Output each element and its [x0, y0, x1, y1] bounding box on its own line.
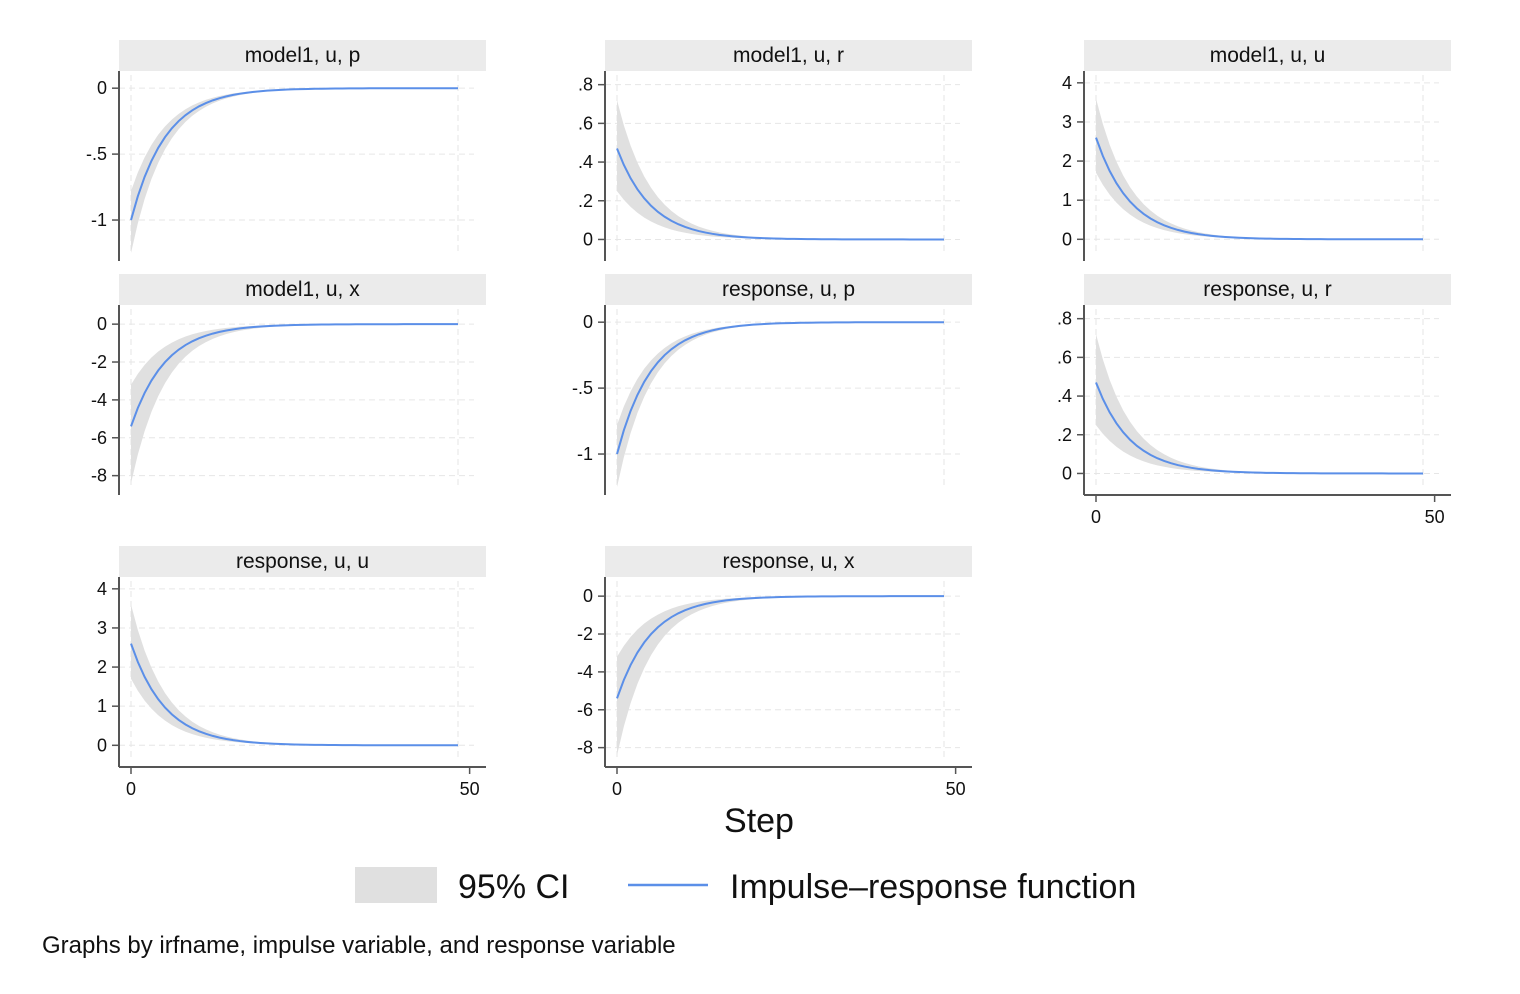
y-tick-label: 1: [97, 696, 107, 716]
x-tick-label: 0: [1091, 507, 1101, 527]
legend-ci-swatch: [355, 867, 437, 903]
ci-band: [131, 88, 458, 253]
y-tick-label: 0: [1062, 229, 1072, 249]
x-tick-label: 0: [612, 779, 622, 799]
y-tick-label: -8: [91, 466, 107, 486]
y-tick-label: 0: [97, 314, 107, 334]
panel-strip: [1084, 274, 1451, 305]
y-tick-label: .4: [578, 152, 593, 172]
irf-line: [130, 87, 459, 221]
panel-title: response, u, x: [723, 550, 855, 573]
y-tick-label: 3: [97, 618, 107, 638]
y-tick-label: 0: [583, 586, 593, 606]
y-tick-label: .4: [1057, 386, 1072, 406]
panel-strip: [119, 274, 486, 305]
y-tick-label: 4: [97, 579, 107, 599]
panel-title: model1, u, x: [245, 278, 360, 301]
panel-strip: [605, 546, 972, 577]
y-tick-label: -1: [577, 444, 593, 464]
panel-3: model1, u, u 4 3 2 1 0: [1062, 40, 1451, 261]
y-tick-label: -8: [577, 738, 593, 758]
y-tick-label: 0: [583, 312, 593, 332]
y-tick-label: -2: [577, 624, 593, 644]
panel-title: response, u, p: [722, 278, 855, 301]
y-tick-label: 4: [1062, 73, 1072, 93]
y-tick-label: -1: [91, 210, 107, 230]
panel-title: response, u, u: [236, 550, 369, 573]
panel-title: model1, u, p: [245, 44, 361, 67]
y-tick-label: -2: [91, 352, 107, 372]
y-tick-label: 0: [97, 78, 107, 98]
legend-ci-label: 95% CI: [458, 868, 570, 906]
y-tick-label: -6: [91, 428, 107, 448]
panel-2: model1, u, r .8 .6 .4 .2 0: [578, 40, 972, 261]
panel-8: response, u, x 0 -2 -4 -6 -8 0 50: [577, 546, 972, 799]
panel-strip: [119, 40, 486, 71]
y-tick-label: 0: [97, 735, 107, 755]
x-tick-label: 0: [126, 779, 136, 799]
panel-strip: [119, 546, 486, 577]
y-tick-label: .6: [578, 113, 593, 133]
panel-1: model1, u, p 0 -.5 -1: [86, 40, 486, 261]
y-tick-label: -4: [577, 662, 593, 682]
y-tick-label: .8: [1057, 309, 1072, 329]
irf-line: [1095, 382, 1424, 475]
graph-note: Graphs by irfname, impulse variable, and…: [42, 932, 676, 959]
y-tick-label: 2: [1062, 151, 1072, 171]
y-tick-label: -6: [577, 700, 593, 720]
y-tick-label: 1: [1062, 190, 1072, 210]
y-tick-label: -.5: [572, 378, 593, 398]
x-tick-label: 50: [1425, 507, 1445, 527]
legend: 95% CI Impulse–response function: [355, 867, 1136, 906]
panel-7: response, u, u 4 3 2 1 0 0 50: [97, 546, 486, 799]
y-tick-label: .6: [1057, 347, 1072, 367]
irf-line: [130, 643, 459, 747]
y-tick-label: -4: [91, 390, 107, 410]
x-axis-title: Step: [724, 802, 794, 840]
irf-line: [616, 595, 945, 699]
y-tick-label: .2: [578, 191, 593, 211]
irf-line: [616, 321, 945, 455]
panel-6: response, u, r .8 .6 .4 .2 0 0 50: [1057, 274, 1451, 527]
panel-strip: [605, 274, 972, 305]
panel-strip: [605, 40, 972, 71]
panel-title: model1, u, u: [1210, 44, 1326, 67]
panel-4: model1, u, x 0 -2 -4 -6 -8: [91, 274, 486, 495]
panel-title: model1, u, r: [733, 44, 844, 67]
ci-band: [1096, 98, 1423, 240]
y-tick-label: 0: [583, 229, 593, 249]
x-tick-label: 50: [460, 779, 480, 799]
y-tick-label: -.5: [86, 144, 107, 164]
ci-band: [131, 604, 458, 746]
panel-5: response, u, p 0 -.5 -1: [572, 274, 972, 495]
ci-band: [617, 322, 944, 487]
irf-line: [130, 323, 459, 427]
irf-line: [1095, 137, 1424, 241]
panel-strip: [1084, 40, 1451, 71]
panel-title: response, u, r: [1203, 278, 1331, 301]
y-tick-label: .2: [1057, 425, 1072, 445]
x-tick-label: 50: [946, 779, 966, 799]
y-tick-label: 2: [97, 657, 107, 677]
irf-line: [616, 148, 945, 241]
y-tick-label: 3: [1062, 112, 1072, 132]
y-tick-label: .8: [578, 75, 593, 95]
legend-irf-label: Impulse–response function: [730, 868, 1136, 906]
y-tick-label: 0: [1062, 463, 1072, 483]
